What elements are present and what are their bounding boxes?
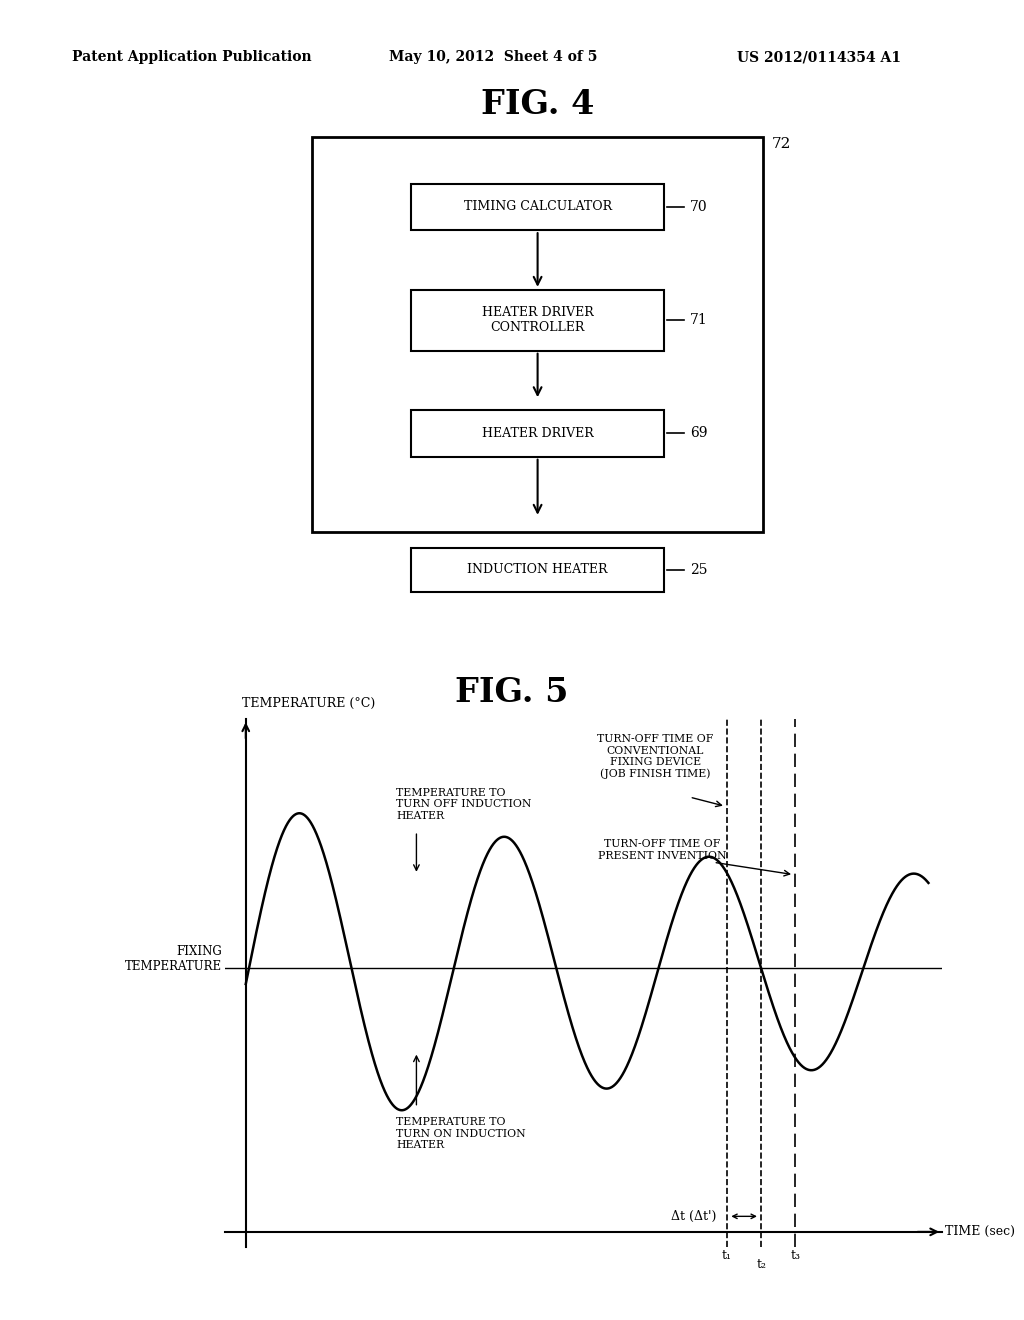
Text: 70: 70 — [690, 199, 708, 214]
Text: 25: 25 — [690, 562, 708, 577]
Text: US 2012/0114354 A1: US 2012/0114354 A1 — [737, 50, 901, 65]
Text: TIMING CALCULATOR: TIMING CALCULATOR — [464, 201, 611, 214]
Text: 72: 72 — [771, 137, 791, 152]
Bar — [411, 290, 665, 351]
Text: FIG. 4: FIG. 4 — [481, 88, 594, 121]
Text: TIME (sec): TIME (sec) — [945, 1225, 1016, 1238]
Text: t₁: t₁ — [722, 1249, 732, 1262]
Text: FIXING
TEMPERATURE: FIXING TEMPERATURE — [125, 945, 222, 973]
Text: HEATER DRIVER
CONTROLLER: HEATER DRIVER CONTROLLER — [481, 306, 594, 334]
Text: TURN-OFF TIME OF
PRESENT INVENTION: TURN-OFF TIME OF PRESENT INVENTION — [598, 840, 726, 861]
Text: FIG. 5: FIG. 5 — [456, 676, 568, 709]
Text: HEATER DRIVER: HEATER DRIVER — [481, 426, 594, 440]
Text: May 10, 2012  Sheet 4 of 5: May 10, 2012 Sheet 4 of 5 — [389, 50, 597, 65]
Text: TEMPERATURE TO
TURN ON INDUCTION
HEATER: TEMPERATURE TO TURN ON INDUCTION HEATER — [396, 1117, 525, 1150]
Text: 71: 71 — [690, 313, 708, 327]
Text: Δt (Δt'): Δt (Δt') — [672, 1210, 717, 1222]
Text: TEMPERATURE (°C): TEMPERATURE (°C) — [243, 697, 376, 710]
Text: TURN-OFF TIME OF
CONVENTIONAL
FIXING DEVICE
(JOB FINISH TIME): TURN-OFF TIME OF CONVENTIONAL FIXING DEV… — [597, 734, 714, 779]
Bar — [411, 183, 665, 230]
Text: t₃: t₃ — [791, 1249, 801, 1262]
Text: INDUCTION HEATER: INDUCTION HEATER — [467, 564, 608, 577]
Bar — [411, 411, 665, 457]
Bar — [411, 548, 665, 591]
Text: 69: 69 — [690, 426, 708, 441]
Text: TEMPERATURE TO
TURN OFF INDUCTION
HEATER: TEMPERATURE TO TURN OFF INDUCTION HEATER — [396, 788, 531, 821]
Text: Patent Application Publication: Patent Application Publication — [72, 50, 311, 65]
Bar — [312, 137, 763, 532]
Text: t₂: t₂ — [756, 1258, 766, 1271]
